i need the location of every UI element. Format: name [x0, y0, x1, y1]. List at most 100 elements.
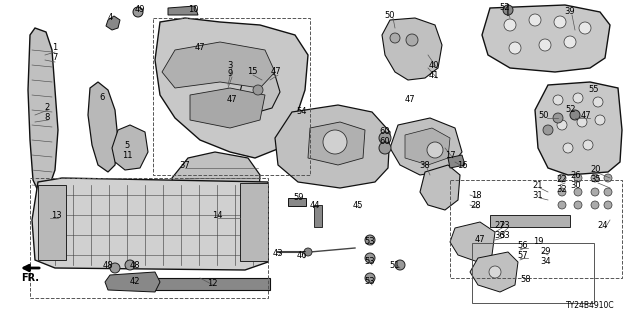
Bar [288, 198, 306, 206]
Text: 20: 20 [591, 165, 601, 174]
Circle shape [539, 39, 551, 51]
Text: 54: 54 [297, 108, 307, 116]
Circle shape [604, 201, 612, 209]
Text: 28: 28 [470, 201, 481, 210]
Text: 1: 1 [52, 44, 58, 52]
Text: 59: 59 [294, 193, 304, 202]
Circle shape [558, 174, 566, 182]
Circle shape [304, 248, 312, 256]
Text: 50: 50 [539, 110, 549, 119]
Polygon shape [88, 82, 118, 172]
Text: 41: 41 [429, 70, 439, 79]
Text: 53: 53 [365, 277, 375, 286]
Text: 30: 30 [571, 180, 581, 189]
Text: 22: 22 [557, 175, 567, 185]
Text: FR.: FR. [21, 273, 39, 283]
Circle shape [365, 273, 375, 283]
Polygon shape [162, 42, 275, 88]
Text: TY24B4910C: TY24B4910C [566, 301, 615, 310]
Polygon shape [405, 128, 450, 165]
Text: 14: 14 [212, 212, 222, 220]
Text: 60: 60 [380, 138, 390, 147]
Circle shape [595, 115, 605, 125]
Circle shape [553, 113, 563, 123]
Circle shape [591, 174, 599, 182]
Text: 35: 35 [591, 175, 602, 185]
Text: 6: 6 [99, 92, 105, 101]
Circle shape [509, 42, 521, 54]
Text: 38: 38 [420, 161, 430, 170]
Polygon shape [172, 152, 260, 228]
Text: 47: 47 [271, 68, 282, 76]
Text: 47: 47 [404, 95, 415, 105]
Circle shape [563, 143, 573, 153]
Text: 33: 33 [500, 230, 510, 239]
Polygon shape [390, 118, 462, 175]
Circle shape [558, 201, 566, 209]
Text: 52: 52 [566, 106, 576, 115]
Text: 56: 56 [518, 241, 528, 250]
Text: 16: 16 [457, 161, 467, 170]
Text: 3: 3 [227, 60, 233, 69]
Circle shape [125, 260, 135, 270]
Polygon shape [308, 122, 365, 165]
Circle shape [390, 33, 400, 43]
Circle shape [583, 140, 593, 150]
Circle shape [529, 14, 541, 26]
Text: 44: 44 [310, 201, 320, 210]
Circle shape [110, 263, 120, 273]
Polygon shape [420, 165, 460, 210]
Text: 12: 12 [207, 278, 217, 287]
Text: 21: 21 [532, 180, 543, 189]
Polygon shape [240, 68, 280, 112]
Text: 43: 43 [273, 249, 284, 258]
Circle shape [604, 174, 612, 182]
Bar [450, 180, 622, 278]
Circle shape [253, 85, 263, 95]
Circle shape [579, 22, 591, 34]
Text: 50: 50 [385, 12, 396, 20]
Text: 34: 34 [541, 258, 551, 267]
Text: 47: 47 [195, 44, 205, 52]
Polygon shape [155, 18, 308, 158]
Circle shape [564, 36, 576, 48]
Text: 47: 47 [227, 95, 237, 105]
Text: 47: 47 [475, 236, 485, 244]
Text: 45: 45 [353, 201, 364, 210]
Text: 8: 8 [44, 114, 50, 123]
Circle shape [554, 16, 566, 28]
Text: 58: 58 [521, 276, 531, 284]
Text: 26: 26 [571, 171, 581, 180]
Polygon shape [535, 82, 622, 175]
Polygon shape [470, 252, 518, 292]
Text: 15: 15 [247, 68, 257, 76]
Text: 46: 46 [297, 252, 307, 260]
Text: 24: 24 [598, 220, 608, 229]
Text: 49: 49 [135, 5, 145, 14]
Polygon shape [448, 155, 465, 168]
Text: 37: 37 [180, 161, 190, 170]
Circle shape [365, 253, 375, 263]
Polygon shape [168, 6, 198, 15]
Circle shape [323, 130, 347, 154]
Circle shape [427, 142, 443, 158]
Circle shape [577, 117, 587, 127]
Polygon shape [190, 88, 265, 128]
Circle shape [489, 266, 501, 278]
Bar [490, 215, 570, 227]
Text: 27: 27 [495, 220, 506, 229]
Text: 13: 13 [51, 212, 61, 220]
Text: 19: 19 [532, 237, 543, 246]
Text: 48: 48 [130, 260, 140, 269]
Polygon shape [382, 18, 442, 80]
Polygon shape [482, 5, 610, 72]
Polygon shape [32, 178, 268, 270]
Circle shape [558, 188, 566, 196]
Text: 39: 39 [564, 7, 575, 17]
Text: 4: 4 [108, 12, 113, 21]
Polygon shape [28, 28, 58, 195]
Bar [153, 18, 310, 175]
Circle shape [593, 97, 603, 107]
Text: 10: 10 [188, 5, 198, 14]
Text: 51: 51 [390, 260, 400, 269]
